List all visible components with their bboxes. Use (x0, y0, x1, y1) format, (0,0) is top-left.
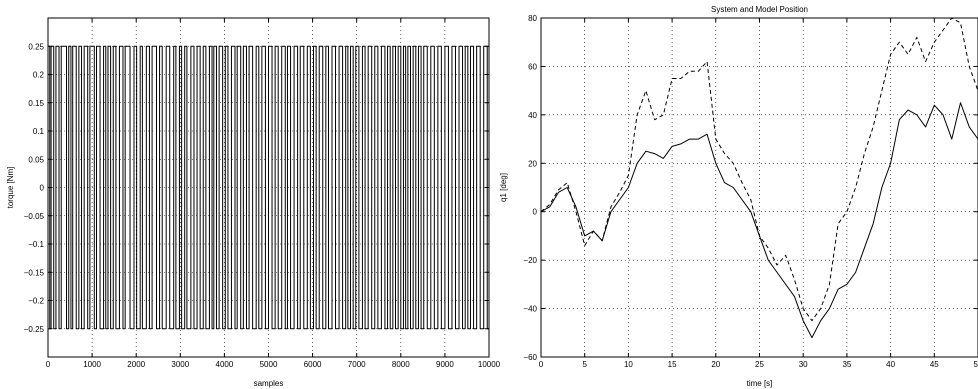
y-tick-label: 20 (528, 159, 537, 168)
y-tick-label: −0.15 (24, 268, 45, 277)
x-tick-label: 15 (668, 360, 677, 369)
chart-title: System and Model Position (711, 5, 808, 14)
x-tick-label: 6000 (304, 360, 322, 369)
x-tick-label: 9000 (436, 360, 454, 369)
x-axis-label: time [s] (747, 379, 773, 388)
position-chart: 0 5 10 15 20 25 30 35 40 45 50 −60 −40 −20 0 20 40 60 80 ti… (499, 5, 978, 388)
x-tick-label: 45 (930, 360, 939, 369)
y-tick-label: 0.25 (28, 42, 44, 51)
x-tick-label: 5000 (260, 360, 278, 369)
dashed-series-line (541, 18, 978, 322)
y-tick-label: 40 (528, 111, 537, 120)
x-tick-label: 20 (711, 360, 720, 369)
y-tick-label: 0 (533, 208, 538, 217)
y-tick-label: −40 (523, 305, 537, 314)
y-tick-label: 0.05 (28, 155, 44, 164)
y-tick-label: 0.2 (33, 71, 45, 80)
y-tick-label: 0.1 (33, 127, 45, 136)
y-tick-label: 0 (40, 184, 45, 193)
x-tick-label: 25 (755, 360, 764, 369)
y-tick-label: −0.05 (24, 212, 45, 221)
solid-series-line (48, 45, 489, 330)
torque-chart: 0 1000 2000 3000 4000 5000 6000 7000 8000 9000 100… (6, 17, 501, 388)
x-axis-label: samples (254, 379, 284, 388)
x-tick-label: 30 (799, 360, 808, 369)
x-tick-label: 1000 (83, 360, 101, 369)
y-axis-label: torque [Nm] (6, 167, 15, 209)
x-tick-label: 2000 (127, 360, 145, 369)
y-tick-label: 60 (528, 62, 537, 71)
x-tick-label: 50 (974, 360, 978, 369)
y-tick-label: −60 (523, 353, 537, 362)
series-group (48, 45, 489, 330)
y-tick-label: −0.1 (28, 240, 44, 249)
y-tick-label: 80 (528, 14, 537, 23)
y-axis-label: q1 [deg] (499, 173, 508, 202)
y-tick-label: 0.15 (28, 99, 44, 108)
y-tick-label: −20 (523, 256, 537, 265)
x-tick-label: 3000 (171, 360, 189, 369)
x-tick-label: 10 (624, 360, 633, 369)
x-tick-label: 40 (886, 360, 895, 369)
x-tick-label: 4000 (216, 360, 234, 369)
x-tick-label: 0 (539, 360, 544, 369)
y-tick-label: −0.25 (24, 325, 45, 334)
x-tick-label: 8000 (392, 360, 410, 369)
x-tick-label: 7000 (348, 360, 366, 369)
x-tick-label: 0 (46, 360, 51, 369)
x-tick-label: 5 (582, 360, 587, 369)
series-group (541, 18, 978, 339)
x-tick-label: 10000 (478, 360, 501, 369)
x-tick-label: 35 (842, 360, 851, 369)
y-tick-label: −0.2 (28, 297, 44, 306)
